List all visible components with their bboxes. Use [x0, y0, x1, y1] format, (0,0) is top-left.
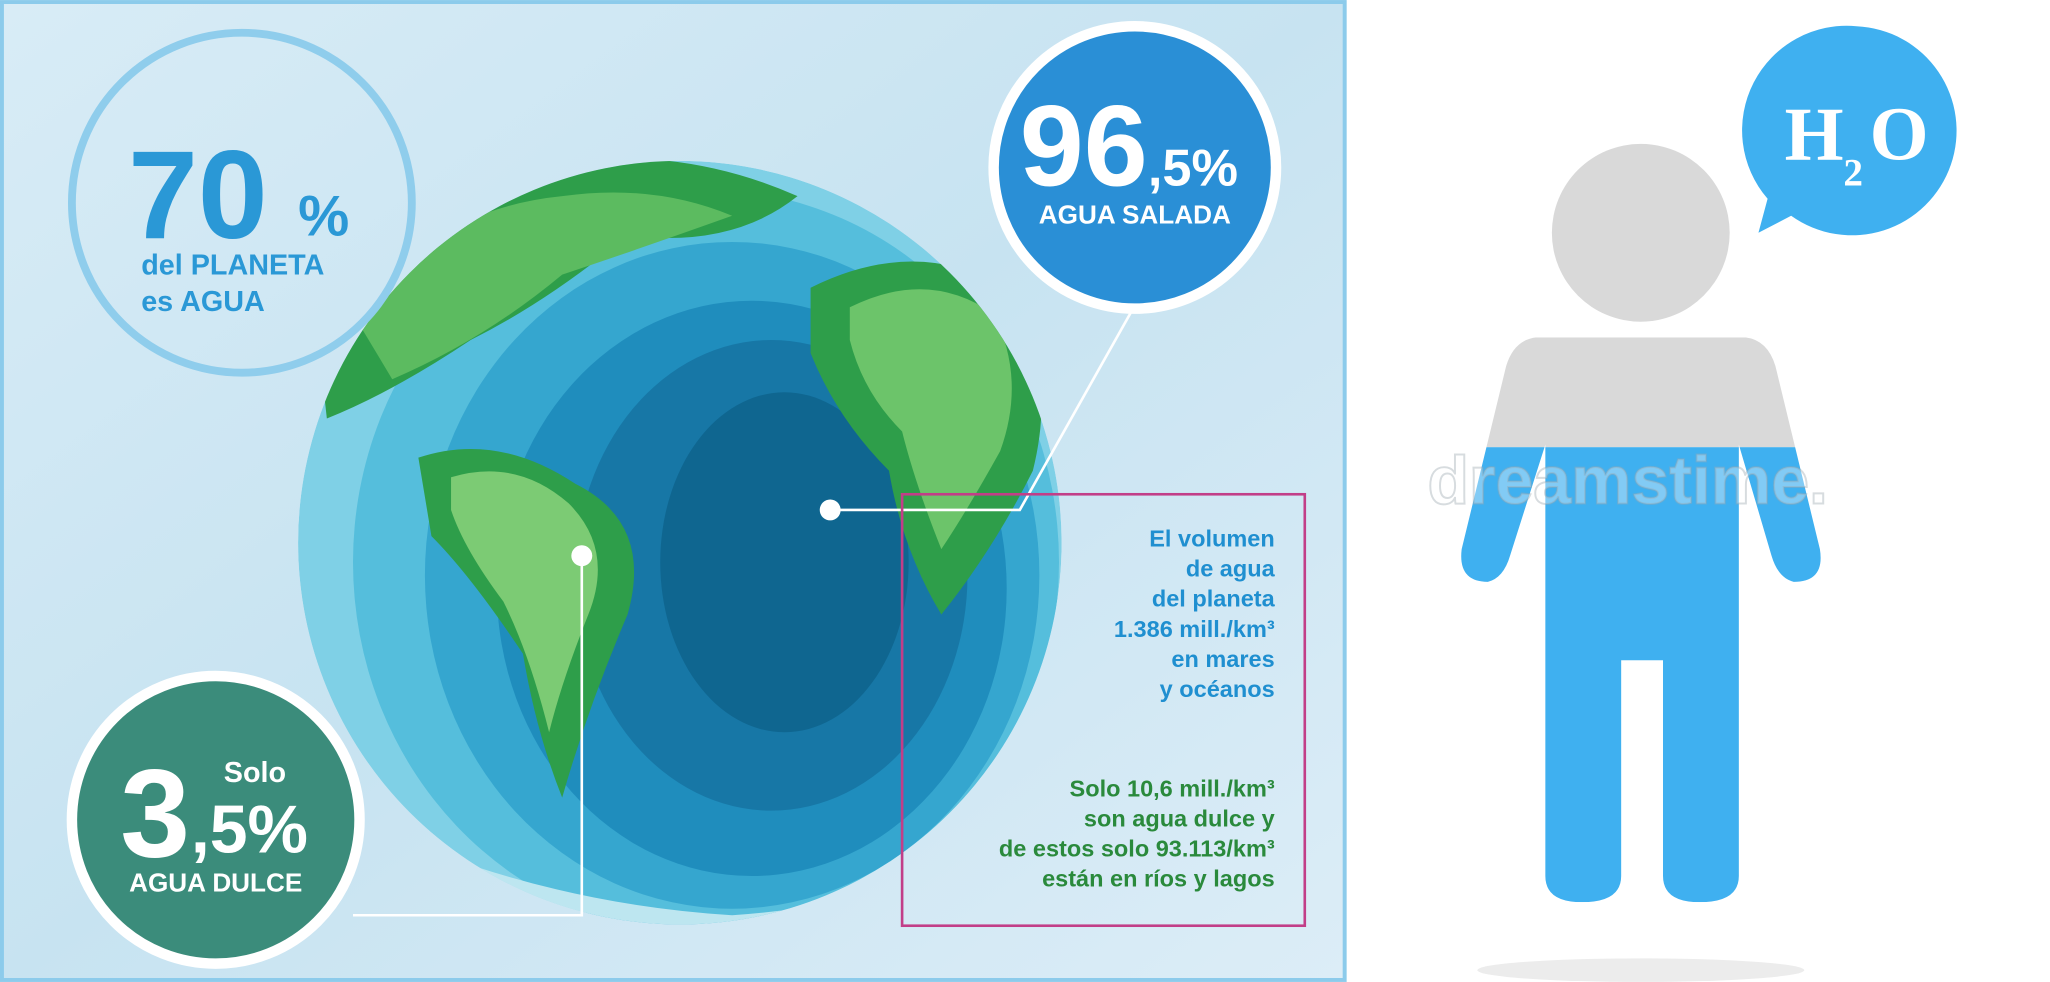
person-head: [1551, 143, 1730, 322]
info-line: 1.386 mill./km³: [1114, 616, 1275, 642]
stat-96-number: 96: [1020, 83, 1148, 211]
info-line: y océanos: [1160, 676, 1275, 702]
stat-70-line: del PLANETA: [141, 250, 324, 282]
left-frame: [0, 0, 1347, 982]
stat-3-number: 3: [120, 742, 190, 883]
leader-dot: [819, 499, 841, 521]
leader-line: [830, 300, 1139, 512]
stat-96-decimal: ,5%: [1148, 140, 1238, 198]
info-line: de estos solo 93.113/km³: [999, 835, 1275, 861]
info-line: El volumen: [1149, 526, 1274, 552]
stat-3-label: AGUA DULCE: [129, 868, 302, 898]
info-line: de agua: [1186, 556, 1276, 582]
info-line: son agua dulce y: [1084, 805, 1275, 831]
info-line: están en ríos y lagos: [1042, 865, 1275, 891]
stat-70-ring: [67, 28, 416, 377]
earth: [298, 160, 1062, 925]
stat-70-line: es AGUA: [141, 286, 265, 318]
stat-70-unit: %: [298, 184, 349, 248]
stat-96-label: AGUA SALADA: [1039, 200, 1231, 230]
info-text: El volumen de agua del planeta 1.386 mill./…: [999, 526, 1276, 892]
info-box: [900, 492, 1307, 928]
h2o-sub: 2: [1843, 152, 1863, 195]
stat-3-prefix: Solo: [224, 757, 286, 789]
leader-dot: [571, 545, 593, 567]
stat-96-circle: [988, 20, 1282, 314]
h2o-h: H: [1785, 93, 1844, 177]
leader-line: [352, 555, 584, 917]
watermark: dreamstime.: [1427, 442, 1827, 518]
info-line: Solo 10,6 mill./km³: [1070, 775, 1275, 801]
speech-bubble: [1742, 25, 1957, 236]
stat-3-circle: [66, 670, 365, 969]
stat-3-decimal: ,5%: [191, 791, 308, 867]
stat-70-number: 70: [128, 124, 268, 265]
h2o-o: O: [1870, 93, 1929, 177]
person-shadow: [1477, 958, 1805, 982]
info-line: del planeta: [1152, 586, 1276, 612]
info-line: en mares: [1171, 646, 1274, 672]
